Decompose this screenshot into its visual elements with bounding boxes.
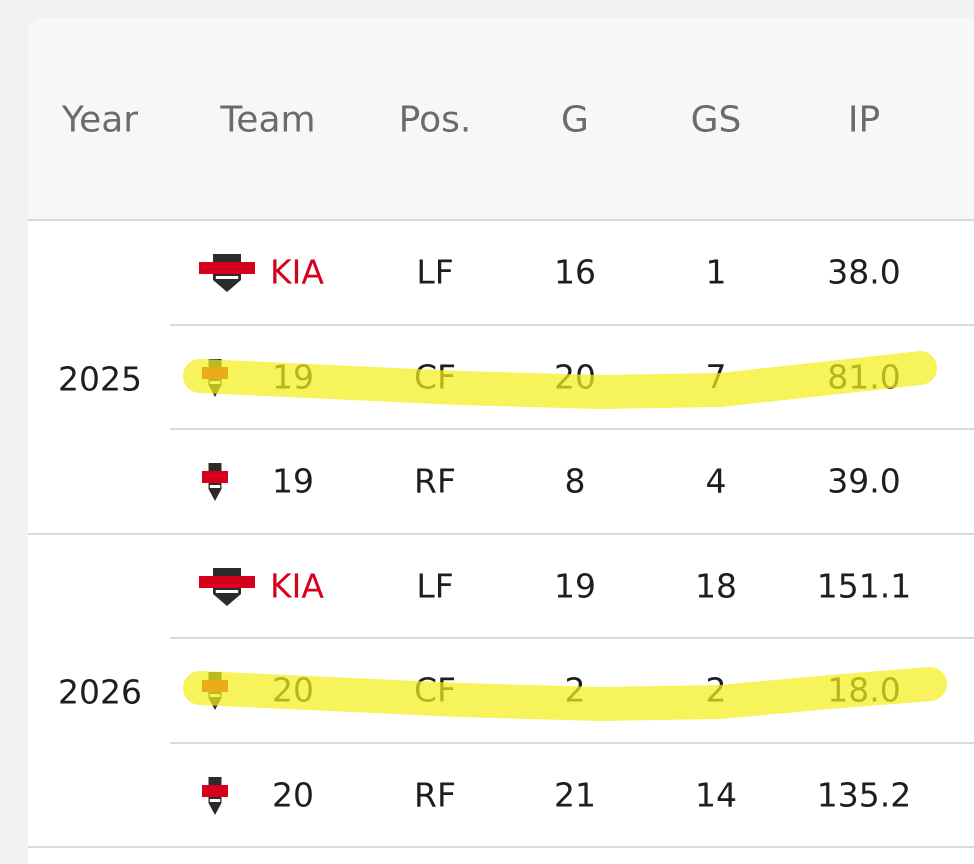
row-divider — [28, 532, 974, 535]
table-cell: 135.2 — [816, 775, 912, 815]
table-cell: 1 — [705, 252, 727, 292]
table-header — [28, 18, 974, 220]
table-cell: 14 — [695, 775, 737, 815]
team-logo — [202, 358, 228, 397]
table-cell: 81.0 — [827, 357, 901, 397]
column-header: Year — [61, 99, 139, 141]
row-divider — [28, 846, 974, 848]
table-cell: 18.0 — [827, 670, 901, 710]
team-logo — [202, 776, 228, 815]
table-cell: 19 — [272, 357, 314, 397]
table-cell: 21 — [554, 775, 596, 815]
table-cell: 2 — [564, 670, 586, 710]
table-cell: 8 — [564, 461, 586, 501]
table-cell: 2025 — [58, 359, 142, 399]
column-header: IP — [847, 99, 881, 141]
table-cell: 18 — [695, 566, 737, 606]
row-divider — [28, 219, 974, 221]
row-divider — [170, 741, 974, 744]
table-cell: LF — [416, 566, 454, 606]
table-cell: 4 — [705, 461, 727, 501]
table-cell: 20 — [272, 775, 314, 815]
team-logo — [199, 254, 255, 293]
table-cell: LF — [416, 252, 454, 292]
team-logo — [199, 567, 255, 606]
table-cell: KIA — [270, 252, 324, 292]
table-cell: 16 — [554, 252, 596, 292]
table-cell: 38.0 — [827, 252, 901, 292]
column-header: G — [561, 99, 589, 141]
table-cell: 7 — [705, 357, 727, 397]
table-cell: 20 — [272, 670, 314, 710]
column-header: Team — [220, 99, 316, 141]
table-cell: RF — [414, 775, 456, 815]
column-header: Pos. — [398, 99, 472, 141]
row-divider — [170, 323, 974, 326]
table-cell: 151.1 — [816, 566, 912, 606]
table-cell: 2 — [705, 670, 727, 710]
team-logo — [202, 672, 228, 711]
team-logo — [202, 463, 228, 502]
table-cell: 2026 — [58, 672, 142, 712]
table-cell: 39.0 — [827, 461, 901, 501]
table-cell: 20 — [554, 357, 596, 397]
row-divider — [170, 428, 974, 430]
table-cell: RF — [414, 461, 456, 501]
table-cell: KIA — [270, 566, 324, 606]
table-cell: 19 — [272, 461, 314, 501]
table-cell: 19 — [554, 566, 596, 606]
row-divider — [170, 637, 974, 639]
table-cell: CF — [413, 670, 457, 710]
table-cell: CF — [413, 357, 457, 397]
column-header: GS — [690, 99, 742, 141]
